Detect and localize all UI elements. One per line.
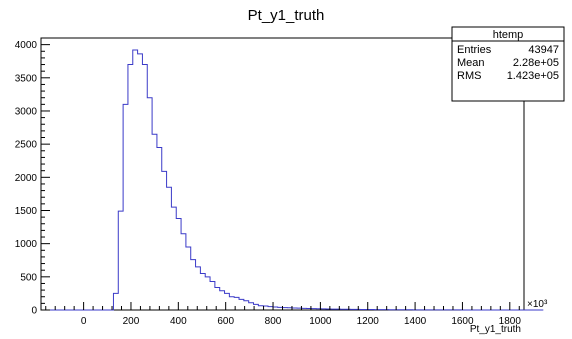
histogram-series-line xyxy=(41,49,544,311)
stats-mean-label: Mean xyxy=(457,57,485,69)
stats-box-title: htemp xyxy=(493,29,524,41)
stats-rms-value: 1.423e+05 xyxy=(507,70,559,82)
x-tick-label: 1000 xyxy=(309,316,332,327)
stats-entries-label: Entries xyxy=(457,44,492,56)
stats-box-frame xyxy=(451,26,565,102)
x-tick-label: 600 xyxy=(217,316,234,327)
x-axis-title: Pt_y1_truth xyxy=(470,324,521,335)
x-axis-exponent-label: ×10³ xyxy=(527,299,548,310)
chart-title: Pt_y1_truth xyxy=(248,7,325,24)
y-tick-label: 1500 xyxy=(15,206,38,217)
y-tick-label: 4000 xyxy=(15,40,38,51)
y-tick-label: 3000 xyxy=(15,106,38,117)
x-tick-label: 1200 xyxy=(357,316,380,327)
y-tick-label: 0 xyxy=(31,306,37,317)
stats-entries-value: 43947 xyxy=(528,44,559,56)
stats-box: htemp Entries 43947 Mean 2.28e+05 RMS 1.… xyxy=(451,26,565,102)
x-tick-label: 1800 xyxy=(499,316,522,327)
x-tick-label: 1400 xyxy=(404,316,427,327)
stats-mean-value: 2.28e+05 xyxy=(513,57,559,69)
x-tick-label: 200 xyxy=(123,316,140,327)
y-tick-label: 3500 xyxy=(15,73,38,84)
x-tick-label: 800 xyxy=(265,316,282,327)
stats-rms-label: RMS xyxy=(457,70,481,82)
y-tick-label: 500 xyxy=(20,272,37,283)
y-tick-label: 1000 xyxy=(15,239,38,250)
axis-ticks: 0 200 400 600 800 1000 1200 1400 1600 1800 0 500 100… xyxy=(15,37,522,327)
y-tick-label: 2000 xyxy=(15,173,38,184)
x-tick-label: 400 xyxy=(170,316,187,327)
x-tick-label: 1600 xyxy=(451,316,474,327)
y-tick-label: 2500 xyxy=(15,140,38,151)
x-tick-label: 0 xyxy=(81,316,87,327)
